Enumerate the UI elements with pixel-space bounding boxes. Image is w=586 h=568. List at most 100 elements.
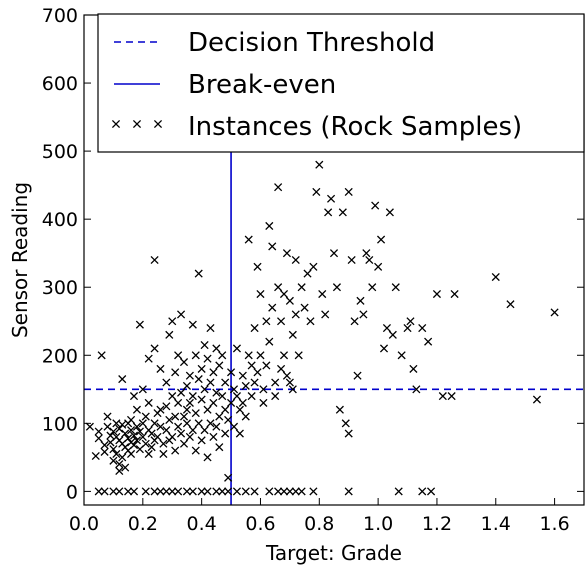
data-point bbox=[174, 422, 183, 431]
data-point bbox=[135, 427, 144, 436]
data-point bbox=[147, 429, 156, 438]
data-point bbox=[356, 296, 365, 305]
data-point bbox=[309, 487, 318, 496]
data-point bbox=[359, 310, 368, 319]
data-point bbox=[94, 487, 103, 496]
data-point bbox=[174, 487, 183, 496]
data-point bbox=[291, 487, 300, 496]
data-point bbox=[418, 323, 427, 333]
data-point bbox=[168, 392, 177, 401]
data-point bbox=[168, 487, 177, 496]
data-point bbox=[171, 368, 180, 377]
data-point bbox=[100, 447, 109, 456]
data-point bbox=[188, 426, 197, 435]
data-point bbox=[212, 344, 221, 353]
data-point bbox=[112, 419, 121, 428]
data-point bbox=[241, 412, 250, 421]
data-point bbox=[300, 303, 309, 312]
data-point bbox=[179, 412, 189, 421]
data-point bbox=[144, 398, 153, 407]
data-point bbox=[206, 323, 215, 333]
data-point bbox=[129, 487, 139, 496]
data-point bbox=[274, 183, 283, 192]
data-point bbox=[271, 392, 280, 401]
data-point bbox=[450, 289, 459, 299]
data-point bbox=[118, 420, 127, 429]
data-point bbox=[294, 351, 303, 360]
data-point bbox=[153, 432, 162, 442]
data-point bbox=[212, 487, 221, 496]
axes: 0.0 0.2 0.4 0.6 0.8 1.0 1.2 1.4 1.6 0 100 200 300 400… bbox=[8, 5, 585, 565]
data-point bbox=[138, 385, 147, 394]
x-tick-label: 0.0 bbox=[69, 513, 99, 535]
data-point bbox=[221, 429, 230, 438]
x-tick-label: 1.0 bbox=[363, 513, 393, 535]
data-point bbox=[132, 436, 142, 445]
data-point bbox=[191, 351, 200, 360]
data-point bbox=[344, 187, 353, 197]
data-point bbox=[447, 392, 456, 401]
data-point bbox=[288, 385, 297, 394]
data-point bbox=[168, 432, 177, 442]
data-point bbox=[159, 439, 168, 448]
data-point bbox=[100, 441, 109, 450]
data-point bbox=[138, 432, 147, 442]
data-point bbox=[124, 434, 133, 443]
data-point bbox=[209, 368, 218, 377]
data-point bbox=[112, 449, 121, 459]
x-tick-label: 0.6 bbox=[245, 513, 275, 535]
data-point bbox=[185, 432, 194, 442]
data-point bbox=[303, 269, 312, 278]
data-point bbox=[347, 255, 356, 265]
data-point bbox=[109, 445, 118, 454]
data-point bbox=[129, 392, 139, 401]
data-point bbox=[121, 463, 130, 472]
data-point bbox=[150, 255, 159, 265]
data-point bbox=[174, 398, 183, 407]
data-point bbox=[218, 392, 227, 401]
y-tick-label: 100 bbox=[42, 413, 78, 435]
y-tick-label: 400 bbox=[42, 209, 78, 231]
data-point bbox=[200, 385, 209, 394]
data-point bbox=[285, 487, 294, 496]
x-tick-label: 0.2 bbox=[128, 513, 158, 535]
data-point bbox=[394, 487, 403, 496]
data-point bbox=[203, 405, 212, 414]
data-point bbox=[188, 320, 197, 329]
data-point bbox=[376, 235, 386, 244]
data-point bbox=[182, 487, 192, 496]
x-tick-label: 1.4 bbox=[481, 513, 511, 535]
data-point bbox=[103, 412, 112, 421]
data-point bbox=[424, 337, 433, 346]
data-point bbox=[197, 487, 206, 496]
data-point bbox=[156, 405, 165, 414]
data-point bbox=[265, 487, 274, 496]
data-point bbox=[224, 473, 233, 482]
data-point bbox=[156, 422, 165, 431]
data-point bbox=[250, 323, 259, 333]
data-point bbox=[179, 439, 189, 448]
data-point bbox=[262, 317, 271, 326]
data-point bbox=[344, 429, 353, 438]
data-point bbox=[126, 426, 136, 435]
data-point bbox=[256, 289, 265, 299]
data-point bbox=[368, 283, 377, 292]
data-point bbox=[162, 487, 171, 496]
data-point bbox=[276, 364, 286, 373]
data-point bbox=[491, 272, 500, 282]
data-point bbox=[176, 310, 186, 319]
data-point bbox=[85, 422, 94, 431]
data-point bbox=[141, 412, 150, 421]
data-point bbox=[279, 487, 289, 496]
data-point bbox=[215, 361, 224, 370]
data-point bbox=[344, 487, 353, 496]
data-point bbox=[279, 289, 289, 299]
data-point bbox=[235, 405, 244, 414]
data-point bbox=[250, 378, 259, 387]
data-point bbox=[115, 466, 124, 476]
data-point bbox=[247, 392, 256, 401]
data-point bbox=[315, 160, 324, 169]
plot-area bbox=[84, 15, 584, 505]
data-point bbox=[259, 398, 268, 407]
data-point bbox=[165, 330, 174, 339]
